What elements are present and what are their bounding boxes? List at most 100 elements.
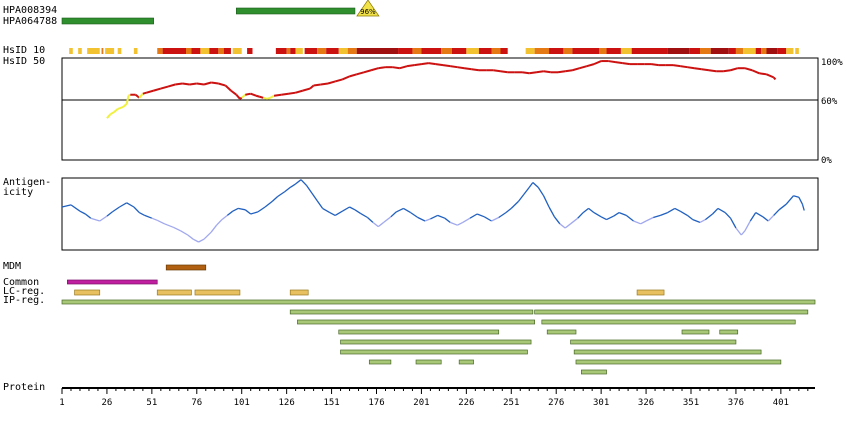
antigenicity-segment [762,216,769,222]
hsid10-segment [295,48,303,54]
ip-region-segment [338,329,500,335]
hsid50-segment [196,82,205,86]
antigenicity-segment [99,215,108,222]
ip-region-segment [458,359,474,365]
hsid10-segment [78,48,82,54]
hsid10-segment [549,48,564,54]
ip-region-segment [541,319,796,325]
hsid50-segment [239,96,243,100]
hsid50-segment [356,71,365,76]
hsid50-segment [245,92,251,96]
lc-region-segment [636,289,665,296]
antigenicity-segment [395,207,404,213]
hsid50-segment [772,76,777,81]
hsid50-segment [122,103,128,108]
identity-axis-top: 100% [821,58,843,68]
ip-region-segment [415,359,442,365]
antigenicity-segment [674,207,681,212]
hsid10-segment [606,48,621,54]
hsid50-segment [160,85,169,90]
hsid50-segment [334,78,343,83]
hsid10-segment [191,48,201,54]
hsid50-segment [565,69,573,73]
hsid50-segment [266,96,271,100]
hsid50-segment [399,65,408,70]
axis-tick-label: 51 [146,398,157,408]
antigenicity-segment [342,206,350,212]
hsid50-segment [493,69,501,73]
antigenicity-segment [383,216,392,223]
antigenicity-segment [79,210,86,215]
hsid50-segment [255,94,260,98]
hsid10-segment [466,48,479,54]
hsid50-segment [680,65,688,69]
hsid50-segment [167,83,176,88]
antigenicity-segment [457,221,464,226]
hsid50-segment [464,67,472,71]
hsid10-segment [286,48,291,54]
antigenicity-segment [735,227,742,236]
antigenicity-segment [449,221,458,226]
antigenicity-segment [311,192,318,202]
antigenicity-segment [749,212,757,222]
hsid50-segment [708,69,717,73]
antigenicity-segment [588,207,595,214]
hsid50-segment [615,61,623,65]
hsid10-segment [766,48,778,54]
antigenicity-segment [403,207,411,214]
hsid50-segment [113,108,119,113]
antigenicity-segment [528,182,534,188]
antigenicity-segment [226,210,234,216]
antigenicity-segment [801,204,805,211]
antigenicity-segment [699,219,706,223]
antigenicity-segment [349,206,356,211]
hsid50-segment [288,91,296,95]
common-label: Common [3,277,40,288]
hsid10-segment [755,48,762,54]
axis-tick-label: 201 [413,398,429,408]
hsid10-segment [87,48,100,54]
hsid50-segment [421,62,429,66]
lc-region-segment [289,289,309,296]
ip-region-segment [534,309,809,315]
hsid10-segment [133,48,138,54]
antigenicity-segment [264,200,273,208]
hsid50-segment [586,63,595,68]
hsid50-segment [235,94,241,100]
lc-region-track [74,289,665,296]
hsid50-segment [218,82,226,87]
hsid50-segment [269,94,275,99]
antigenicity-segment [476,213,485,218]
antigenicity-label: Antigen- icity [3,177,52,198]
hsid50-segment [759,72,767,76]
axis-tick-label: 251 [503,398,519,408]
antigenicity-segment [305,184,313,194]
antigenicity-segment [237,207,246,211]
antigenicity-segment [144,214,153,219]
ip-region-segment [340,339,532,345]
antigenicity-segment [618,211,627,217]
hsid10-track [69,48,799,54]
ip-region-segment [681,329,710,335]
axis-tick-label: 76 [191,398,202,408]
ip-region-segment [719,329,739,335]
antigenicity-segment [712,207,719,215]
antigenicity-segment [491,216,499,222]
antigenicity-segment [704,213,713,221]
hsid50-segment [106,113,112,119]
hsid50-segment [128,93,131,97]
mdm-segment [165,264,207,271]
hsid10-segment [667,48,690,54]
hsid10-segment [441,48,452,54]
hsid50-segment [579,65,588,70]
hsid10-segment [223,48,231,54]
axis-tick-label: 101 [234,398,250,408]
coverage-badge-label: 96% [360,8,376,16]
hsid50-segment [428,62,436,66]
axis-tick-label: 326 [638,398,654,408]
antigenicity-segment [284,186,291,193]
hsid50-segment [557,70,566,74]
hsid50-segment [327,80,336,85]
antibody-label-2: HPA064788 [3,16,58,27]
